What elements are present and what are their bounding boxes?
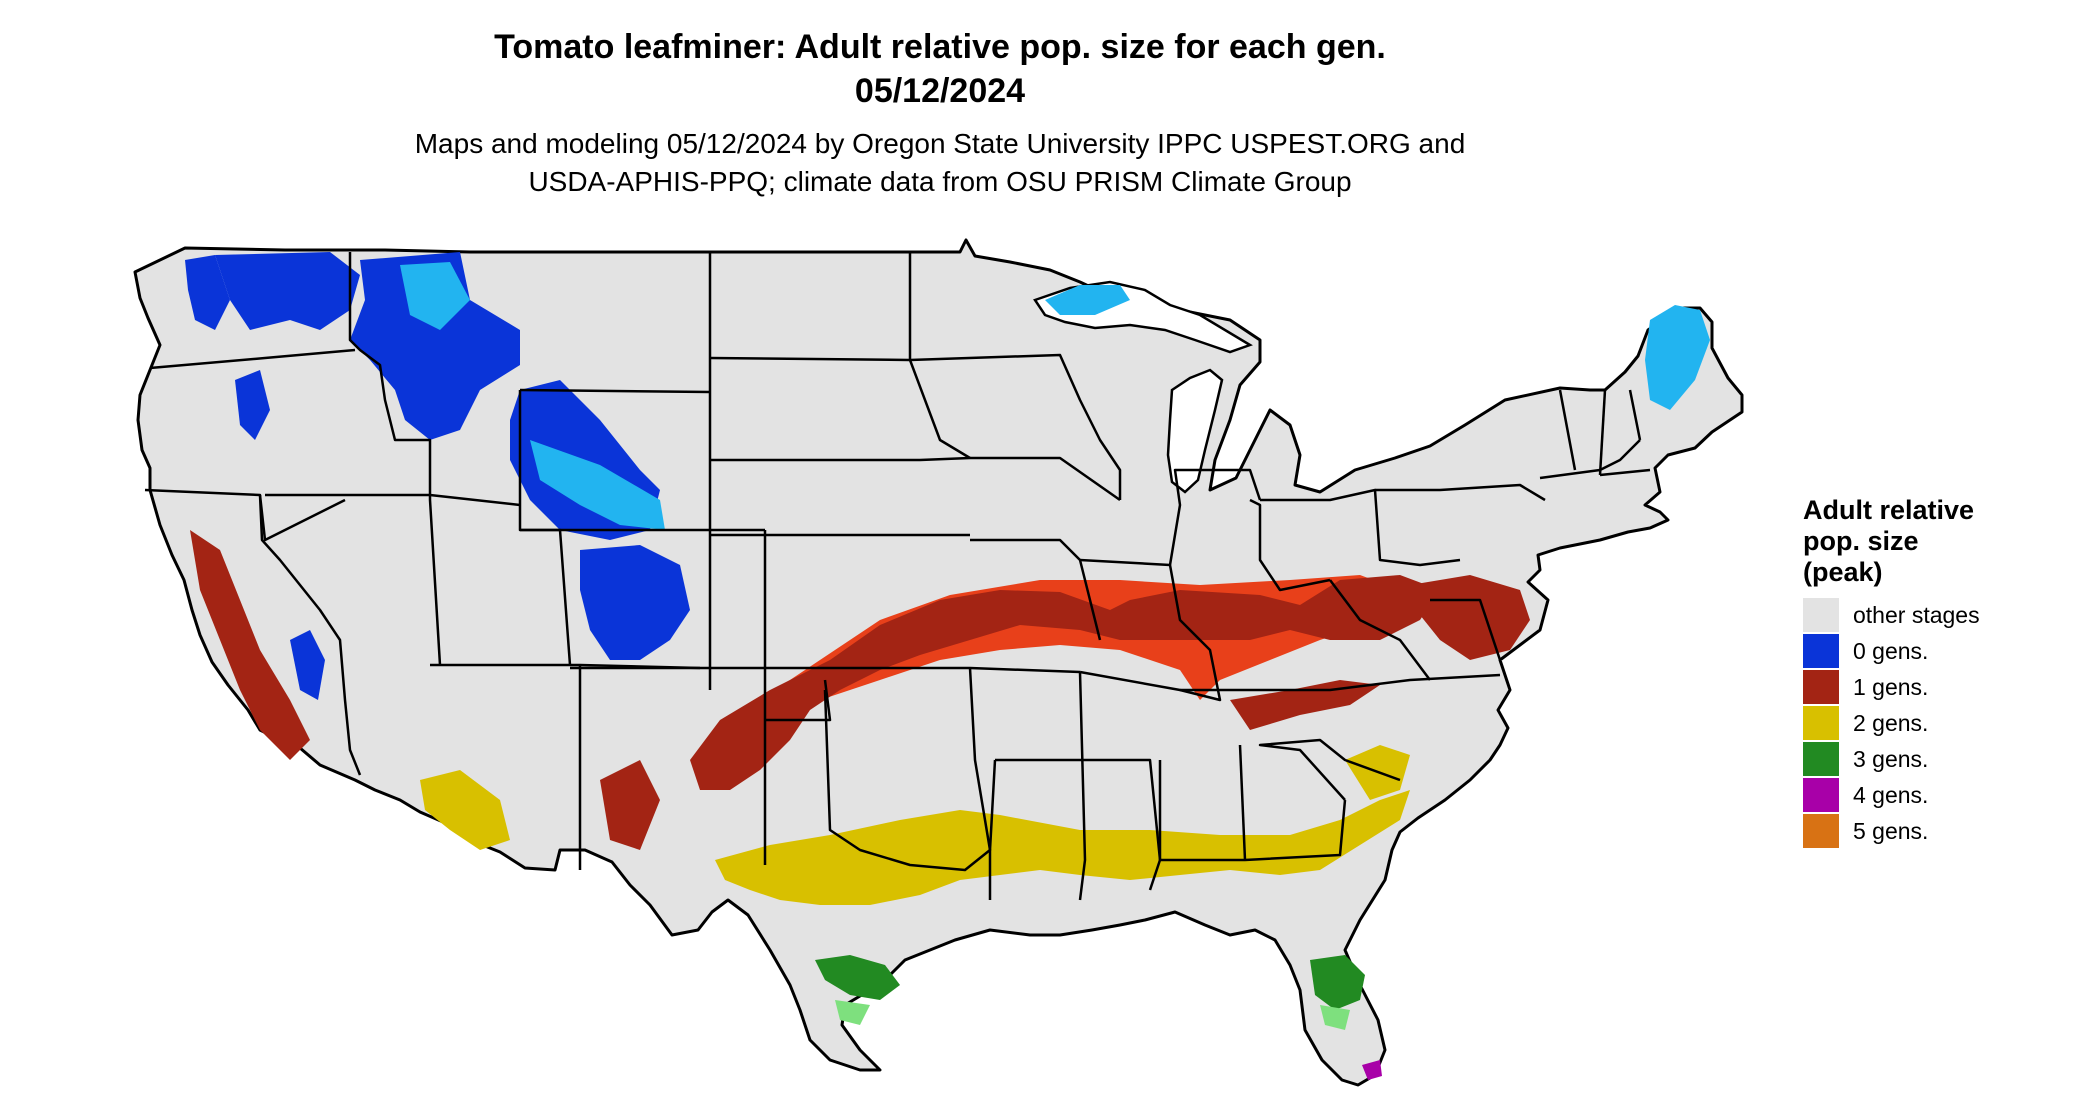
legend-title-line-1: Adult relative	[1803, 495, 1975, 525]
legend-title-line-2: pop. size	[1803, 526, 1919, 556]
state-borders	[144, 252, 1651, 901]
legend-label-3-gens: 3 gens.	[1853, 746, 1929, 772]
map-title-line-1: Tomato leafminer: Adult relative pop. si…	[494, 28, 1386, 66]
us-map	[133, 238, 1744, 1087]
legend-swatch-4-gens	[1803, 778, 1839, 812]
map-subtitle-line-1: Maps and modeling 05/12/2024 by Oregon S…	[414, 128, 1466, 159]
legend-swatch-0-gens	[1803, 634, 1839, 668]
zone-0-gens-light	[400, 262, 1710, 530]
map-title-date: 05/12/2024	[854, 72, 1026, 110]
legend-swatch-1-gens	[1803, 670, 1839, 704]
legend-swatch-other-stages	[1803, 598, 1839, 632]
zone-3-gens-light	[835, 1000, 1350, 1030]
lake-michigan	[1166, 368, 1224, 494]
zone-1-gens	[190, 530, 1530, 850]
zone-3-gens	[815, 955, 1365, 1010]
legend-label-4-gens: 4 gens.	[1853, 782, 1929, 808]
legend-swatch-2-gens	[1803, 706, 1839, 740]
legend-swatch-3-gens	[1803, 742, 1839, 776]
legend-swatch-5-gens	[1803, 814, 1839, 848]
legend-label-other-stages: other stages	[1853, 602, 1980, 628]
legend-label-2-gens: 2 gens.	[1853, 710, 1929, 736]
zone-4-gens	[1362, 1060, 1382, 1080]
legend-label-1-gens: 1 gens.	[1853, 674, 1929, 700]
map-subtitle-line-2: USDA-APHIS-PPQ; climate data from OSU PR…	[528, 166, 1352, 197]
legend-label-5-gens: 5 gens.	[1853, 818, 1929, 844]
legend-label-0-gens: 0 gens.	[1853, 638, 1929, 664]
legend-title-line-3: (peak)	[1803, 557, 1883, 587]
